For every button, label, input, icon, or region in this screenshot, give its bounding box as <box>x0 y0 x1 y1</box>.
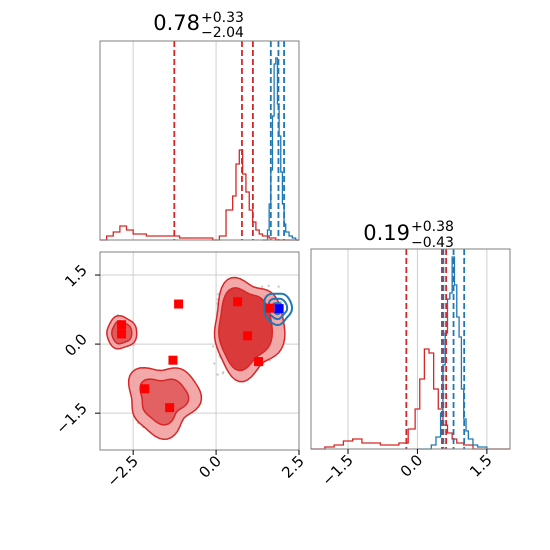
x-tick-label: −2.5 <box>104 452 142 490</box>
x-tick-label: 1.5 <box>466 451 496 481</box>
title-x2-minus: −0.43 <box>411 235 454 251</box>
histogram-step <box>311 348 510 450</box>
y-axis-ticks: −1.5 0.0 1.5 <box>52 261 100 438</box>
title-x1: 0.78 <box>153 11 200 35</box>
grid <box>347 249 488 449</box>
highlight-points <box>117 297 284 413</box>
blue-marker <box>274 304 284 314</box>
red-marker <box>117 329 127 339</box>
sample-dot <box>260 285 264 288</box>
x-tick-label: 2.5 <box>278 452 308 482</box>
red-marker <box>165 403 175 413</box>
red-marker <box>174 299 184 309</box>
x-tick-label: −1.5 <box>318 451 356 489</box>
sample-dot <box>216 293 220 296</box>
scatter-panel: −2.5 0.0 2.5 −1.5 0.0 1.5 <box>52 251 308 491</box>
sample-dot <box>268 359 272 362</box>
sample-dot <box>216 373 219 376</box>
quantile-lines <box>173 41 285 240</box>
histogram-step <box>100 149 299 241</box>
x-tick-label: 0.0 <box>195 452 225 482</box>
sample-dot <box>277 285 280 288</box>
red-marker <box>243 331 253 341</box>
histogram-panel-x1 <box>99 40 300 241</box>
title-x2: 0.19 <box>363 221 410 245</box>
y-tick-label: 0.0 <box>61 330 91 360</box>
y-tick-label: 1.5 <box>61 261 91 291</box>
sample-dot <box>221 372 225 375</box>
red-marker <box>117 320 127 330</box>
sample-dot <box>213 362 216 365</box>
title-x2-plus: +0.38 <box>411 219 454 235</box>
y-tick-label: −1.5 <box>52 399 90 437</box>
red-marker <box>140 384 150 394</box>
blue-contour <box>263 292 294 327</box>
red-marker <box>265 303 275 313</box>
red-contour <box>139 378 190 426</box>
histogram-step <box>417 256 488 450</box>
sample-dot <box>211 345 215 348</box>
x-axis-ticks: −2.5 0.0 2.5 <box>104 450 308 491</box>
histogram-panel-x2: −1.5 0.0 1.5 <box>310 248 511 490</box>
red-marker <box>233 297 243 307</box>
sample-dot <box>267 284 270 288</box>
histogram-series <box>311 256 510 450</box>
red-marker <box>254 357 264 367</box>
x-tick-label: 0.0 <box>397 451 427 481</box>
x-axis-ticks: −1.5 0.0 1.5 <box>318 449 496 490</box>
title-x1-minus: −2.04 <box>201 25 244 41</box>
red-marker <box>168 355 178 365</box>
title-x1-plus: +0.33 <box>201 10 244 26</box>
quantile-lines <box>405 249 466 449</box>
